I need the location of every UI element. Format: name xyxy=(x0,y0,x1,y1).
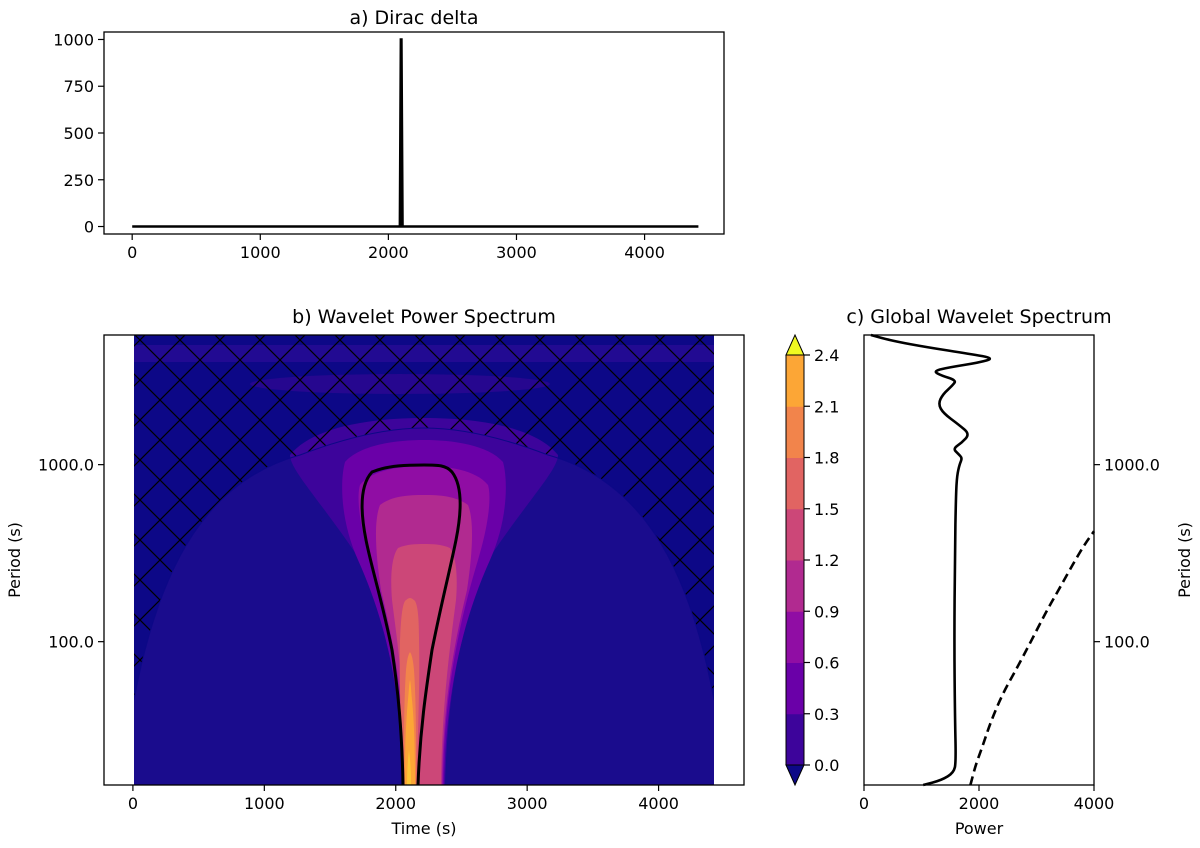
wavelet-power-spectrum-panel: b) Wavelet Power Spectrum xyxy=(5,306,745,838)
panel-c-frame xyxy=(863,334,1095,786)
panel-c-ylabel: Period (s) xyxy=(1175,522,1194,598)
coi-boundary xyxy=(134,427,714,701)
colorbar-tick-label: 0.6 xyxy=(814,654,839,673)
panel-c-xlabel: Power xyxy=(955,819,1004,838)
colorbar-tick-label: 2.1 xyxy=(814,397,839,416)
panel-a-ytick-label: 250 xyxy=(63,171,94,190)
colorbar-tick-label: 1.5 xyxy=(814,500,839,519)
panel-a-frame xyxy=(103,31,725,235)
panel-a-ticks: 0 1000 2000 3000 4000 0 250 500 750 1000 xyxy=(53,30,665,262)
panel-b-xtick-label: 3000 xyxy=(507,794,548,813)
panel-a-ytick-label: 500 xyxy=(63,124,94,143)
panel-b-xtick-label: 1000 xyxy=(244,794,285,813)
wps-level-peak xyxy=(407,750,411,785)
panel-a-xtick-label: 2000 xyxy=(368,243,409,262)
global-wavelet-spectrum-panel: c) Global Wavelet Spectrum 0 2000 4000 100.… xyxy=(846,306,1194,838)
colorbar-segment xyxy=(786,662,804,715)
significance-line xyxy=(969,530,1096,786)
panel-c-xtick-label: 0 xyxy=(859,794,869,813)
colorbar: 0.0 0.3 0.6 0.9 1.2 1.5 1.8 2.1 2.4 xyxy=(785,333,839,787)
panel-c-lines xyxy=(870,333,1096,787)
colorbar-segment xyxy=(786,406,804,458)
panel-a-xtick-label: 1000 xyxy=(240,243,281,262)
coi-hatch xyxy=(134,335,714,700)
panel-a-ytick-label: 750 xyxy=(63,77,94,96)
panel-b-ytick-label: 1000.0 xyxy=(38,456,94,475)
wps-right-margin xyxy=(714,335,744,785)
colorbar-tick-label: 1.2 xyxy=(814,551,839,570)
colorbar-segment xyxy=(786,560,804,612)
colorbar-segment xyxy=(786,611,804,663)
panel-b-ylabel: Period (s) xyxy=(5,522,24,598)
colorbar-tick-label: 0.0 xyxy=(814,756,839,775)
panel-a-ytick-label: 1000 xyxy=(53,30,94,49)
wps-contours xyxy=(134,335,714,785)
panel-b-xlabel: Time (s) xyxy=(390,819,456,838)
panel-c-xtick-label: 2000 xyxy=(959,794,1000,813)
panel-a-xtick-label: 0 xyxy=(127,243,137,262)
panel-c-ytick-label: 1000.0 xyxy=(1104,456,1160,475)
colorbar-segment xyxy=(786,508,804,561)
panel-b-ticks: 0 1000 2000 3000 4000 100.0 1000.0 xyxy=(38,456,679,813)
colorbar-tick-label: 2.4 xyxy=(814,346,839,365)
panel-a-xtick-label: 3000 xyxy=(496,243,537,262)
panel-b-xtick-label: 2000 xyxy=(375,794,416,813)
colorbar-under-triangle xyxy=(785,764,805,787)
significance-contour xyxy=(360,463,462,785)
panel-c-title: c) Global Wavelet Spectrum xyxy=(846,306,1111,328)
colorbar-segment xyxy=(786,457,804,510)
panel-b-ytick-label: 100.0 xyxy=(48,633,94,652)
panel-a-xtick-label: 4000 xyxy=(624,243,665,262)
dirac-delta-panel: a) Dirac delta 0 1000 2000 3000 4000 0 250 500 7… xyxy=(53,7,725,262)
colorbar-segment xyxy=(786,355,804,407)
global-spectrum-line xyxy=(870,333,992,787)
panel-b-xtick-label: 4000 xyxy=(638,794,679,813)
panel-b-frame xyxy=(103,334,745,786)
colorbar-over-triangle xyxy=(785,333,805,356)
colorbar-segment xyxy=(786,713,804,766)
panel-c-ytick-label: 100.0 xyxy=(1104,633,1150,652)
colorbar-tick-label: 0.9 xyxy=(814,602,839,621)
panel-a-title: a) Dirac delta xyxy=(349,7,478,29)
dirac-delta-line xyxy=(132,38,699,228)
panel-a-ytick-label: 0 xyxy=(84,218,94,237)
colorbar-tick-label: 1.8 xyxy=(814,449,839,468)
panel-b-title: b) Wavelet Power Spectrum xyxy=(292,306,556,328)
wps-level-2-4 xyxy=(405,680,415,785)
wps-left-margin xyxy=(104,335,134,785)
panel-c-ticks: 0 2000 4000 100.0 1000.0 xyxy=(859,456,1160,813)
panel-c-xtick-label: 4000 xyxy=(1074,794,1115,813)
panel-b-xtick-label: 0 xyxy=(128,794,138,813)
colorbar-tick-label: 0.3 xyxy=(814,705,839,724)
